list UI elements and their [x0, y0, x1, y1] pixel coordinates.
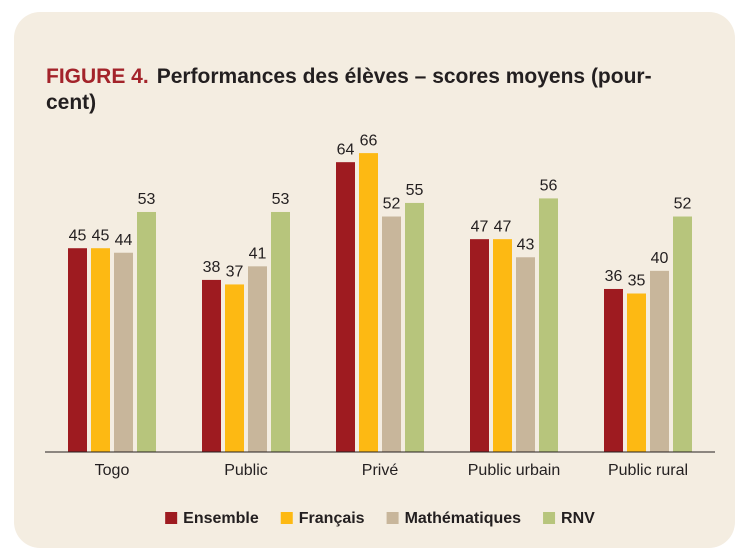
bar [359, 153, 378, 452]
value-label: 44 [115, 232, 133, 249]
legend-label: Mathématiques [405, 510, 522, 527]
bar [627, 293, 646, 452]
bar [271, 211, 290, 452]
x-tick-label: Public rural [608, 462, 688, 479]
value-label: 41 [249, 246, 267, 263]
value-label: 55 [406, 182, 424, 199]
bar [673, 216, 692, 452]
legend-swatch [280, 512, 293, 524]
x-tick-label: Privé [362, 462, 399, 479]
bar [539, 198, 558, 452]
value-label: 52 [674, 196, 692, 213]
value-label: 64 [337, 141, 355, 158]
bar [604, 288, 623, 452]
figure-label: FIGURE 4. [46, 65, 149, 88]
bar [516, 257, 535, 452]
legend-swatch [165, 512, 178, 524]
x-tick-label: Public [224, 462, 268, 479]
bar [202, 279, 221, 452]
bar [137, 211, 156, 452]
bar [382, 216, 401, 452]
value-label: 35 [628, 273, 646, 290]
bar [493, 239, 512, 452]
legend-swatch [386, 512, 399, 524]
legend-swatch [543, 512, 556, 524]
value-label: 56 [540, 178, 558, 195]
bar [336, 162, 355, 452]
value-label: 47 [494, 218, 512, 235]
value-label: 53 [138, 191, 156, 208]
bar [91, 248, 110, 452]
value-label: 37 [226, 264, 244, 281]
value-label: 45 [92, 227, 110, 244]
bar [248, 266, 267, 452]
x-tick-label: Public urbain [468, 462, 561, 479]
value-label: 45 [69, 227, 87, 244]
bar [225, 284, 244, 452]
value-label: 43 [517, 236, 535, 253]
bar [114, 252, 133, 452]
x-tick-label: Togo [95, 462, 130, 479]
bar [405, 202, 424, 452]
legend-label: RNV [561, 510, 595, 527]
value-label: 38 [203, 259, 221, 276]
value-label: 53 [272, 191, 290, 208]
title-block: FIGURE 4. Performances des élèves – score… [46, 64, 686, 116]
value-label: 52 [383, 196, 401, 213]
bar [470, 239, 489, 452]
value-label: 66 [360, 132, 378, 149]
bar [68, 248, 87, 452]
value-label: 47 [471, 218, 489, 235]
bar [650, 270, 669, 452]
legend-label: Français [299, 510, 365, 527]
chart-title: Performances des élèves – scores moyens … [46, 65, 652, 114]
legend-label: Ensemble [183, 510, 259, 527]
value-label: 36 [605, 268, 623, 285]
value-label: 40 [651, 250, 669, 267]
